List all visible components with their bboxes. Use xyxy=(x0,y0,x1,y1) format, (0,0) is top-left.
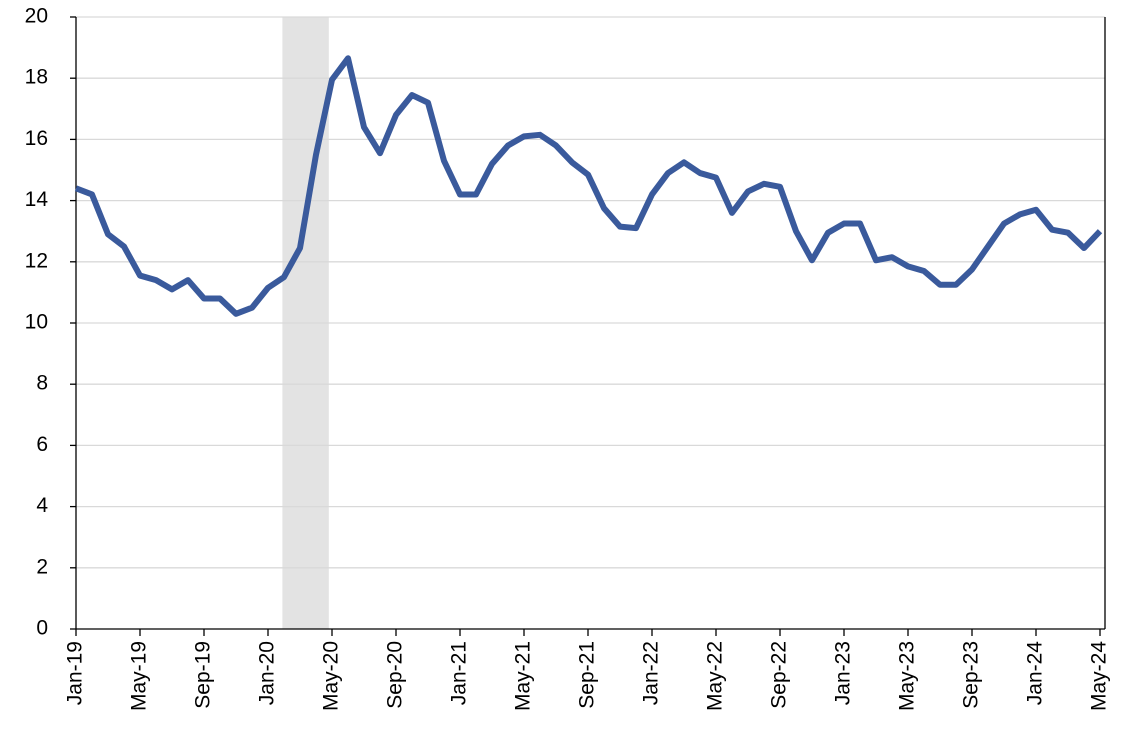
x-tick-label: May-23 xyxy=(896,641,919,711)
x-tick-label: Jan-20 xyxy=(256,641,279,705)
x-tick-label: Jan-22 xyxy=(640,641,663,705)
x-tick-label: May-20 xyxy=(320,641,343,711)
y-tick-label: 6 xyxy=(36,433,48,456)
y-tick-label: 4 xyxy=(36,494,48,517)
x-tick-label: Sep-19 xyxy=(192,641,215,709)
x-tick-label: Sep-20 xyxy=(384,641,407,709)
x-tick-label: Jan-19 xyxy=(64,641,87,705)
x-tick-label: Jan-23 xyxy=(832,641,855,705)
y-tick-label: 14 xyxy=(25,188,49,211)
x-tick-label: May-21 xyxy=(512,641,535,711)
y-tick-label: 10 xyxy=(25,311,48,334)
x-tick-label: May-22 xyxy=(704,641,727,711)
x-tick-label: May-24 xyxy=(1088,641,1111,711)
x-tick-label: Sep-22 xyxy=(768,641,791,709)
y-tick-label: 20 xyxy=(25,5,48,28)
x-tick-label: Sep-21 xyxy=(576,641,599,709)
line-series xyxy=(74,55,1103,317)
y-tick-label: 16 xyxy=(25,127,48,150)
y-tick-label: 18 xyxy=(25,66,48,89)
x-tick-label: May-19 xyxy=(128,641,151,711)
y-tick-label: 8 xyxy=(36,372,48,395)
x-tick-label: Jan-24 xyxy=(1024,641,1047,706)
x-tick-label: Jan-21 xyxy=(448,641,471,705)
y-tick-label: 12 xyxy=(25,249,48,272)
x-tick-label: Sep-23 xyxy=(960,641,983,709)
y-tick-label: 0 xyxy=(36,617,48,640)
y-tick-label: 2 xyxy=(36,555,48,578)
